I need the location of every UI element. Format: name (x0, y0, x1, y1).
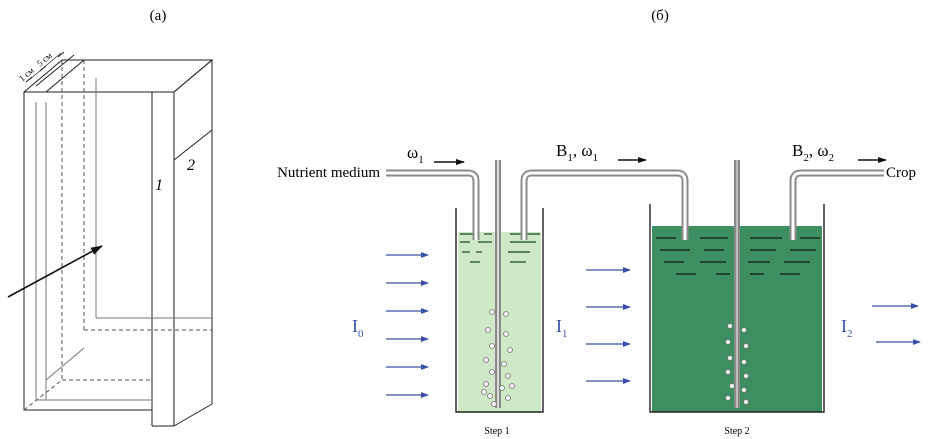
omega-inlet-label: ω1 (407, 143, 424, 166)
intensity-i0-label: I0 (352, 316, 364, 340)
intensity-i2-label: I2 (841, 316, 853, 340)
vessel-2 (649, 204, 825, 413)
aeration-tubes (495, 160, 740, 408)
inlet-label: Nutrient medium (277, 165, 380, 181)
panel-label-a: (a) (150, 8, 167, 24)
vessel-2-surface (656, 237, 820, 275)
light-arrows-i2 (872, 303, 921, 345)
pipe-outlet (789, 169, 884, 240)
pipe-inlet (386, 169, 480, 240)
bubbles-step1 (481, 309, 515, 407)
flow-between-label: B1, ω1 (556, 141, 598, 164)
panel-label-b: (б) (651, 8, 669, 24)
flow-out-label: B2, ω2 (792, 141, 834, 164)
light-arrows-i1 (586, 267, 631, 384)
pipe-transfer (520, 169, 689, 240)
cuvette-dim-1cm: 1 см (17, 65, 36, 83)
light-arrows-i0 (386, 252, 429, 398)
outlet-label: Crop (886, 165, 916, 181)
cuvette-wall-1-label: 1 (155, 177, 163, 194)
step-2-label: Step 2 (724, 426, 749, 437)
vessel-1 (455, 208, 544, 413)
vessel-1-surface (460, 233, 540, 263)
intensity-i1-label: I1 (556, 316, 568, 340)
step-1-label: Step 1 (484, 426, 509, 437)
cuvette-dim-5cm: 5 см (35, 50, 54, 68)
light-incidence-arrow (7, 245, 103, 298)
bubbles-step2 (725, 323, 749, 405)
cuvette-wall-2-label: 2 (187, 157, 195, 174)
cuvette-drawing (23, 51, 214, 427)
